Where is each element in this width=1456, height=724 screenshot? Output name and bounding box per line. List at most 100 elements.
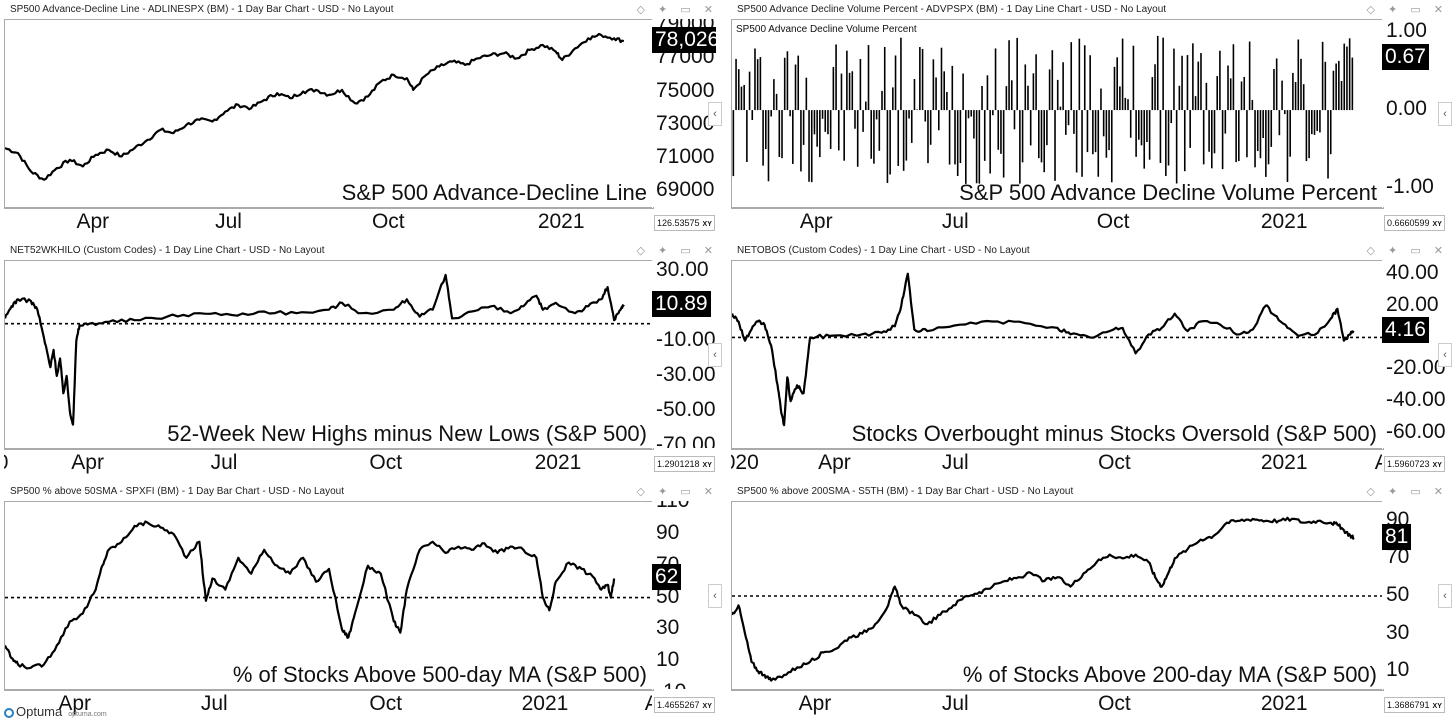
y-axis[interactable]: 1.00 0.00 -1.00 0.67 — [1382, 19, 1446, 207]
chart-svg — [732, 35, 1354, 184]
chart-header: NET52WKHILO (Custom Codes) - 1 Day Line … — [4, 242, 722, 260]
logo-name: Optuma — [16, 704, 63, 719]
chart-svg — [732, 272, 1383, 427]
chart-header-text: SP500 Advance-Decline Line - ADLINESPX (… — [10, 4, 394, 15]
last-value-label: 78,026 — [652, 27, 716, 54]
xy-toggle-label[interactable]: XY — [1432, 703, 1442, 710]
x-tick-label: Oct — [1096, 210, 1130, 233]
series-line — [732, 272, 1355, 427]
chart-title: % of Stocks Above 500-day MA (S&P 500) — [232, 662, 647, 687]
x-axis[interactable]: 0 Apr Jul Oct 2021 — [4, 448, 652, 477]
price-per-bar-readout[interactable]: 1.4655267 XY — [654, 697, 715, 713]
plot-area[interactable]: SP500 Advance Decline Volume Percent S&P … — [731, 19, 1384, 209]
plot-area[interactable]: % of Stocks Above 200-day MA (S&P 500) — [731, 501, 1384, 691]
y-tick-label: 50 — [1386, 583, 1410, 606]
chart-svg — [5, 273, 653, 426]
y-axis[interactable]: 40.00 20.00 -20.00 -40.00 -60.00 4.16 — [1382, 260, 1446, 448]
y-axis[interactable]: 90 70 50 30 10 81 — [1382, 501, 1446, 689]
chart-header-text: SP500 Advance Decline Volume Percent - A… — [737, 4, 1167, 15]
x-tick-label: A — [645, 692, 652, 716]
price-per-bar-readout[interactable]: 1.3686791 XY — [1384, 697, 1445, 713]
chart-panel: SP500 Advance-Decline Line - ADLINESPX (… — [4, 1, 722, 237]
window-controls-icon[interactable]: ◇ ✦ ▭ ✕ — [1366, 486, 1448, 498]
chart-header: SP500 Advance Decline Volume Percent - A… — [731, 1, 1452, 19]
x-tick-label: Apr — [818, 451, 851, 474]
window-controls-icon[interactable]: ◇ ✦ ▭ ✕ — [1366, 245, 1448, 257]
x-tick-label: 2021 — [521, 692, 569, 715]
xy-toggle-label[interactable]: XY — [1432, 462, 1442, 469]
y-tick-label: -1.00 — [1386, 175, 1434, 199]
y-tick-label: -10 — [656, 681, 686, 689]
y-tick-label: 30 — [656, 616, 680, 640]
window-controls-icon[interactable]: ◇ ✦ ▭ ✕ — [636, 486, 718, 498]
x-tick-label: Jul — [941, 692, 969, 715]
chart-header: NETOBOS (Custom Codes) - 1 Day Line Char… — [731, 242, 1452, 260]
chart-header-text: SP500 % above 200SMA - S5TH (BM) - 1 Day… — [737, 486, 1074, 497]
xy-toggle-label[interactable]: XY — [702, 221, 712, 228]
series-line — [5, 273, 625, 426]
x-tick-label: Apr — [798, 692, 832, 715]
y-tick-label: -30.00 — [656, 362, 716, 386]
price-per-bar-value: 126.53575 — [657, 218, 700, 228]
x-axis[interactable]: Apr Jul Oct 2021 — [731, 689, 1382, 718]
collapse-axis-button[interactable]: ‹ — [708, 102, 722, 126]
plot-area[interactable]: Stocks Overbought minus Stocks Oversold … — [731, 260, 1384, 450]
plot-area[interactable]: 52-Week New Highs minus New Lows (S&P 50… — [4, 260, 654, 450]
series-line — [732, 516, 1355, 682]
x-tick-label: Jul — [210, 451, 238, 474]
x-tick-label: 2021 — [1260, 692, 1308, 715]
x-tick-label: Oct — [369, 451, 403, 474]
collapse-axis-button[interactable]: ‹ — [1438, 584, 1452, 608]
y-tick-label: 1.00 — [1386, 19, 1427, 42]
y-tick-label: -40.00 — [1386, 388, 1446, 412]
price-per-bar-readout[interactable]: 1.2901218 XY — [654, 456, 715, 472]
x-axis[interactable]: Apr Jul Oct 2021 A — [4, 689, 652, 718]
series-line — [5, 520, 616, 670]
xy-toggle-label[interactable]: XY — [702, 462, 712, 469]
chart-subtitle: SP500 Advance Decline Volume Percent — [736, 24, 917, 35]
collapse-axis-button[interactable]: ‹ — [708, 343, 722, 367]
price-per-bar-value: 0.6660599 — [1387, 218, 1430, 228]
xy-toggle-label[interactable]: XY — [1432, 221, 1442, 228]
x-tick-label: Oct — [1098, 692, 1131, 715]
xy-toggle-label[interactable]: XY — [702, 703, 712, 710]
x-tick-label: Apr — [76, 210, 110, 233]
y-tick-label: 20.00 — [1386, 292, 1439, 316]
x-axis[interactable]: Apr Jul Oct 2021 — [731, 207, 1382, 236]
series-line — [5, 32, 625, 181]
chart-title: S&P 500 Advance-Decline Line — [341, 180, 647, 205]
x-axis[interactable]: 020 Apr Jul Oct 2021 A — [731, 448, 1382, 477]
window-controls-icon[interactable]: ◇ ✦ ▭ ✕ — [636, 245, 718, 257]
plot-area[interactable]: S&P 500 Advance-Decline Line — [4, 19, 654, 209]
x-axis[interactable]: Apr Jul Oct 2021 — [4, 207, 652, 236]
collapse-axis-button[interactable]: ‹ — [1438, 102, 1452, 126]
price-per-bar-readout[interactable]: 126.53575 XY — [654, 215, 715, 231]
window-controls-icon[interactable]: ◇ ✦ ▭ ✕ — [636, 4, 718, 16]
y-axis[interactable]: 79000770007500073000710006900078,026 — [652, 19, 716, 207]
chart-header: SP500 Advance-Decline Line - ADLINESPX (… — [4, 1, 722, 19]
chart-header-text: NET52WKHILO (Custom Codes) - 1 Day Line … — [10, 245, 325, 256]
collapse-axis-button[interactable]: ‹ — [1438, 343, 1452, 367]
chart-title: % of Stocks Above 200-day MA (S&P 500) — [962, 662, 1377, 687]
x-tick-label: 0 — [4, 451, 8, 475]
x-tick-label: 2021 — [537, 210, 585, 233]
window-controls-icon[interactable]: ◇ ✦ ▭ ✕ — [1366, 4, 1448, 16]
x-tick-label: Jul — [200, 692, 228, 715]
x-tick-label: Apr — [58, 692, 91, 715]
x-tick-label: 2021 — [1260, 451, 1308, 474]
last-value-label: 0.67 — [1382, 43, 1429, 70]
y-tick-label: 73000 — [656, 111, 715, 135]
collapse-axis-button[interactable]: ‹ — [708, 584, 722, 608]
x-tick-label: Oct — [369, 692, 403, 715]
last-value-label: 10.89 — [652, 290, 711, 317]
chart-panel: SP500 Advance Decline Volume Percent - A… — [731, 1, 1452, 237]
price-per-bar-value: 1.5960723 — [1387, 459, 1430, 469]
price-per-bar-readout[interactable]: 1.5960723 XY — [1384, 456, 1445, 472]
price-per-bar-readout[interactable]: 0.6660599 XY — [1384, 215, 1445, 231]
x-tick-label: 2021 — [1260, 210, 1308, 233]
x-tick-label: 020 — [731, 451, 759, 474]
last-value-label: 4.16 — [1382, 316, 1429, 343]
plot-area[interactable]: % of Stocks Above 500-day MA (S&P 500) — [4, 501, 654, 691]
